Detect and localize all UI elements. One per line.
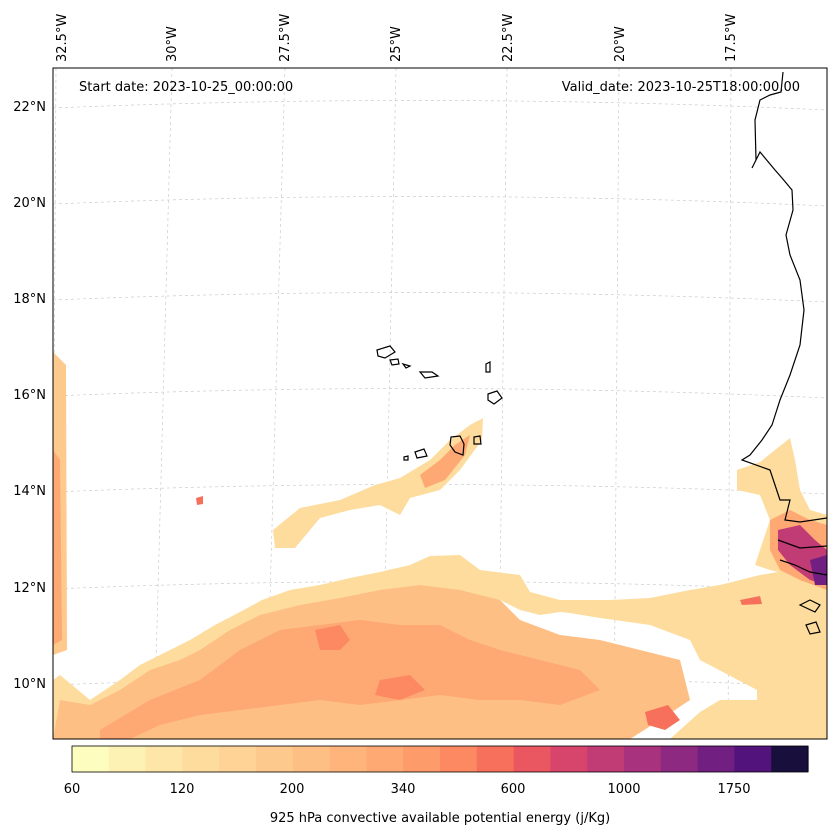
- colorbar-tick-label: 60: [64, 782, 81, 797]
- colorbar-segment: [292, 746, 331, 772]
- colorbar-segment: [219, 746, 257, 772]
- lon-label: 27.5°W: [278, 14, 293, 62]
- lat-label: 10°N: [13, 677, 46, 692]
- colorbar-tick-label: 340: [391, 782, 416, 797]
- map-frame: [52, 67, 828, 740]
- cape-patch-mid-streak: [196, 496, 203, 505]
- guinea-islands: [805, 621, 821, 635]
- colorbar-segment: [660, 746, 699, 772]
- fogo-island: [414, 448, 428, 459]
- colorbar-ticks: 60 120 200 340 600 1000 1750: [64, 782, 751, 797]
- colorbar-tick-label: 1000: [607, 782, 640, 797]
- gambia-river: [777, 539, 827, 549]
- santa-luzia-island: [401, 362, 412, 369]
- valid-date-label: Valid_date: 2023-10-25T18:00:00.00: [562, 80, 800, 95]
- colorbar: [72, 746, 809, 772]
- map-area: Start date: 2023-10-25_00:00:00 Valid_da…: [53, 68, 827, 739]
- colorbar-segment: [697, 746, 735, 772]
- colorbar-segment: [476, 746, 515, 772]
- lat-label: 14°N: [13, 484, 46, 499]
- lon-label: 22.5°W: [501, 14, 516, 62]
- santo-antao-island: [376, 345, 396, 359]
- colorbar-segment: [771, 746, 809, 772]
- colorbar-segment: [587, 746, 625, 772]
- lon-label: 25°W: [389, 26, 404, 62]
- lon-label: 30°W: [165, 26, 180, 62]
- colorbar-segment: [366, 746, 404, 772]
- colorbar-segment: [513, 746, 551, 772]
- cape-patch-coastal: [810, 555, 827, 585]
- cape-patch-coastal: [737, 438, 827, 739]
- cape-patch-southern-band: [315, 625, 350, 650]
- colorbar-segment: [72, 746, 110, 772]
- colorbar-tick-label: 200: [280, 782, 305, 797]
- cape-patch-mid-streak: [420, 435, 470, 488]
- start-date-label: Start date: 2023-10-25_00:00:00: [79, 80, 293, 95]
- colorbar-segment: [256, 746, 294, 772]
- lat-label: 18°N: [13, 292, 46, 307]
- lat-label: 20°N: [13, 196, 46, 211]
- colorbar-tick-label: 120: [170, 782, 195, 797]
- lat-label: 22°N: [13, 100, 46, 115]
- cape-contours: [53, 352, 827, 739]
- maio-island: [473, 435, 482, 445]
- colorbar-segment: [624, 746, 662, 772]
- guinea-bissau-coast: [779, 559, 827, 576]
- lat-label: 16°N: [13, 388, 46, 403]
- cape-patch-southern-band: [100, 620, 600, 739]
- colorbar-segment: [329, 746, 367, 772]
- colorbar-segment: [182, 746, 220, 772]
- sal-island: [485, 361, 491, 373]
- colorbar-segment: [734, 746, 772, 772]
- colorbar-segment: [550, 746, 588, 772]
- guinea-islands: [798, 599, 821, 613]
- sao-nicolau-island: [418, 371, 440, 379]
- lon-label: 17.5°W: [724, 14, 739, 62]
- cape-patch-southern-band: [375, 675, 425, 700]
- cape-patch-western-edge: [53, 450, 62, 645]
- colorbar-tick-label: 600: [501, 782, 526, 797]
- colorbar-segment: [108, 746, 147, 772]
- colorbar-tick-label: 1750: [717, 782, 750, 797]
- santiago-island: [449, 435, 465, 456]
- africa-coastline: [740, 71, 827, 523]
- colorbar-frame: [71, 745, 809, 773]
- sao-vicente-island: [389, 358, 400, 366]
- latitude-labels: 22°N 20°N 18°N 16°N 14°N 12°N 10°N: [13, 100, 46, 692]
- lat-label: 12°N: [13, 581, 46, 596]
- cape-patch-coastal: [740, 596, 762, 605]
- colorbar-segment: [403, 746, 441, 772]
- cape-patch-mid-streak: [273, 418, 483, 548]
- colorbar-segment: [440, 746, 478, 772]
- boa-vista-island: [487, 390, 503, 405]
- cape-patch-southern-band: [53, 555, 827, 739]
- cape-verde-islands: [376, 345, 503, 461]
- cape-patch-southern-band: [645, 705, 680, 730]
- lon-label: 32.5°W: [55, 14, 70, 62]
- colorbar-segment: [145, 746, 183, 772]
- brava-island: [403, 455, 409, 461]
- longitude-labels: 32.5°W 30°W 27.5°W 25°W 22.5°W 20°W 17.5…: [55, 14, 739, 62]
- lon-label: 20°W: [613, 26, 628, 62]
- colorbar-label: 925 hPa convective available potential e…: [270, 811, 610, 826]
- coastlines: [740, 71, 827, 635]
